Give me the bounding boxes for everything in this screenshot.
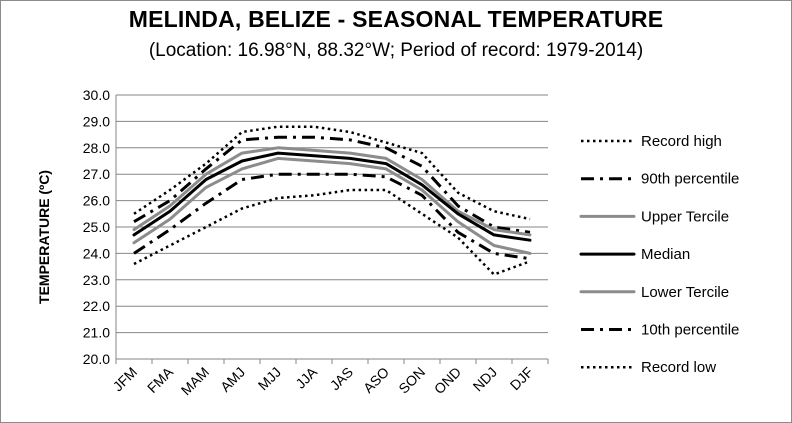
x-tick-label: DJF <box>507 364 536 393</box>
legend: Record high 90th percentile Upper Tercile M… <box>579 133 739 376</box>
x-tick-label: MAM <box>178 364 212 398</box>
y-tick-label: 28.0 <box>83 140 110 156</box>
y-tick-label: 27.0 <box>83 166 110 182</box>
chart-subtitle: (Location: 16.98°N, 88.32°W; Period of r… <box>148 40 644 61</box>
x-tick-label: JJA <box>292 363 320 391</box>
y-tick-label: 26.0 <box>83 193 110 209</box>
grid-layer <box>116 94 548 360</box>
y-tick-label: 20.0 <box>83 351 110 367</box>
x-tick-label: SON <box>395 364 428 397</box>
series-line <box>133 125 531 221</box>
legend-label: Record high <box>641 133 722 150</box>
x-tick-label: MJJ <box>255 364 284 393</box>
legend-label: Upper Tercile <box>641 208 729 225</box>
x-tick-label: FMA <box>144 363 177 396</box>
x-tick-label: OND <box>431 364 464 397</box>
x-tick-label: ASO <box>360 364 392 396</box>
y-axis-title: TEMPERATURE (ºC) <box>36 170 52 304</box>
legend-label: Median <box>641 246 690 263</box>
x-tick-label: AMJ <box>217 364 248 395</box>
x-tick-label: JFM <box>110 364 141 395</box>
y-tick-label: 29.0 <box>83 113 110 129</box>
x-tick-label: JAS <box>327 364 356 393</box>
legend-label: 10th percentile <box>641 322 739 339</box>
y-tick-label: 30.0 <box>83 87 110 103</box>
series-line <box>133 172 531 261</box>
legend-label: Lower Tercile <box>641 284 729 301</box>
series-line <box>132 156 532 255</box>
y-tick-label: 22.0 <box>83 298 110 314</box>
legend-label: Record low <box>641 359 716 376</box>
y-tick-label: 21.0 <box>83 325 110 341</box>
legend-label: 90th percentile <box>641 171 739 188</box>
series-line <box>133 188 531 276</box>
series-layer <box>132 125 532 276</box>
y-tick-label: 24.0 <box>83 245 110 261</box>
series-line <box>132 146 532 237</box>
y-tick-label: 23.0 <box>83 272 110 288</box>
x-tick-label: NDJ <box>470 364 501 395</box>
y-tick-label: 25.0 <box>83 219 110 235</box>
series-line <box>132 151 532 242</box>
chart-title: MELINDA, BELIZE - SEASONAL TEMPERATURE <box>128 6 664 32</box>
series-line <box>133 135 531 234</box>
